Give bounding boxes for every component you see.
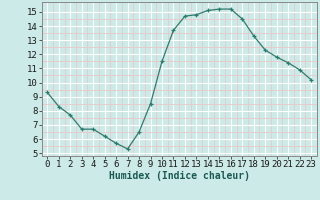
X-axis label: Humidex (Indice chaleur): Humidex (Indice chaleur) [109, 171, 250, 181]
